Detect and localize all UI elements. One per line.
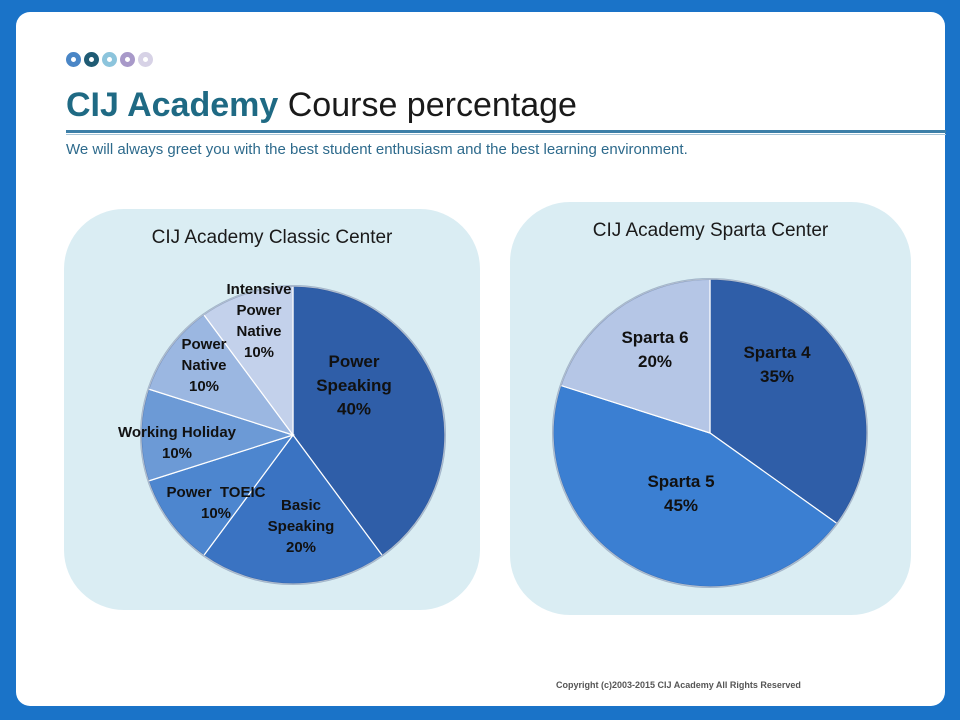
pie-slice-power-native — [147, 313, 295, 437]
slice-label-intensive-power-native: Intensive Power Native 10% — [226, 281, 291, 361]
pie-slice-sparta-5 — [552, 384, 838, 588]
title-divider-thin — [66, 134, 946, 135]
slice-label-working-holiday: Working Holiday 10% — [118, 424, 237, 462]
sparta-center-panel: CIJ Academy Sparta Center Sparta 4 35% Spa… — [510, 202, 911, 615]
brand-name: CIJ Academy — [66, 86, 279, 124]
pie-rim — [552, 278, 868, 588]
slide: CIJ Academy Course percentage We will al… — [16, 12, 946, 706]
classic-pie-chart: Power Speaking 40% Basic Speaking 20%Power TO… — [118, 281, 446, 585]
pie-slice-intensive-power-native — [202, 285, 294, 437]
sparta-chart-title: CIJ Academy Sparta Center — [592, 220, 829, 241]
title-divider — [66, 130, 946, 133]
slice-label-power-native: Power Native 10% — [181, 336, 226, 395]
pie-slice-working-holiday — [140, 388, 295, 482]
slice-label-sparta-4: Sparta 4 35% — [743, 343, 811, 386]
slice-label-basic-speaking: Basic Speaking 20% — [268, 497, 335, 556]
pie-rim — [140, 285, 446, 585]
sparta-pie-chart: Sparta 4 35% Sparta 5 45% Sparta 6 20% — [552, 278, 868, 588]
slice-label-power-toeic: Power TOEIC 10% — [167, 484, 266, 522]
decor-dot-icon — [84, 52, 99, 67]
classic-center-panel: CIJ Academy Classic Center Power Speaking… — [64, 209, 480, 610]
classic-chart-title: CIJ Academy Classic Center — [151, 227, 393, 248]
pie-slice-power-toeic — [147, 433, 295, 557]
pie-slice-sparta-6 — [559, 278, 711, 434]
decor-dot-icon — [66, 52, 81, 67]
pie-slice-power-speaking — [292, 285, 446, 557]
copyright-notice: Copyright (c)2003-2015 CIJ Academy All R… — [556, 680, 801, 690]
pie-slice-sparta-4 — [709, 278, 868, 525]
decorative-dots — [66, 52, 153, 67]
pie-slice-basic-speaking — [202, 433, 384, 585]
decor-dot-icon — [138, 52, 153, 67]
slice-label-sparta-5: Sparta 5 45% — [647, 472, 714, 515]
page-subtitle: We will always greet you with the best s… — [66, 141, 688, 158]
title-text: Course percentage — [287, 86, 577, 124]
decor-dot-icon — [120, 52, 135, 67]
page-title: CIJ Academy Course percentage — [66, 86, 577, 125]
slice-label-sparta-6: Sparta 6 20% — [621, 328, 688, 371]
slice-label-power-speaking: Power Speaking 40% — [316, 352, 392, 419]
decor-dot-icon — [102, 52, 117, 67]
